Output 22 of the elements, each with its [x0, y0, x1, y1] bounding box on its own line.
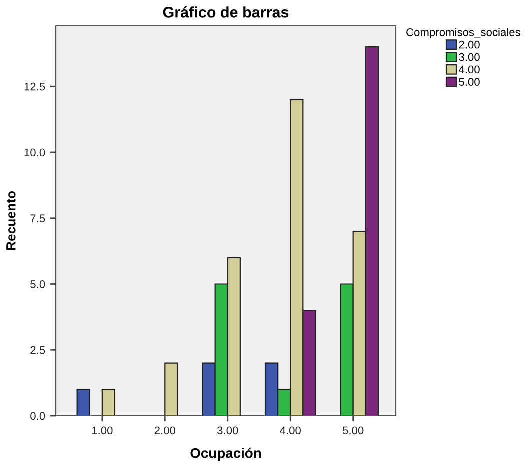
- legend-label: 3.00: [459, 53, 480, 62]
- y-tick-label: 10.0: [24, 148, 46, 157]
- legend-title: Compromisos_sociales: [406, 28, 520, 39]
- chart-title: Gráfico de barras: [163, 6, 289, 18]
- y-tick-label: 2.5: [30, 346, 46, 354]
- legend-label: 4.00: [458, 66, 480, 74]
- y-axis-title: Recuento: [6, 191, 16, 250]
- y-tick-label: 5.0: [30, 280, 46, 288]
- x-tick-label: 4.00: [280, 426, 301, 435]
- x-tick-label: 3.00: [217, 426, 238, 435]
- y-tick-label: 12.5: [24, 82, 46, 91]
- x-axis-title: Ocupación: [190, 448, 262, 461]
- x-tick-label: 5.00: [342, 426, 364, 435]
- bar: [102, 389, 116, 416]
- y-tick-label: 7.5: [30, 214, 46, 222]
- legend-label: 5.00: [459, 78, 480, 86]
- legend-label: 2.00: [459, 40, 480, 49]
- bar: [76, 389, 90, 416]
- bar: [164, 362, 178, 416]
- x-tick-label: 1.00: [92, 426, 113, 435]
- y-tick-label: 0.0: [30, 412, 46, 420]
- x-tick-label: 2.00: [154, 426, 176, 435]
